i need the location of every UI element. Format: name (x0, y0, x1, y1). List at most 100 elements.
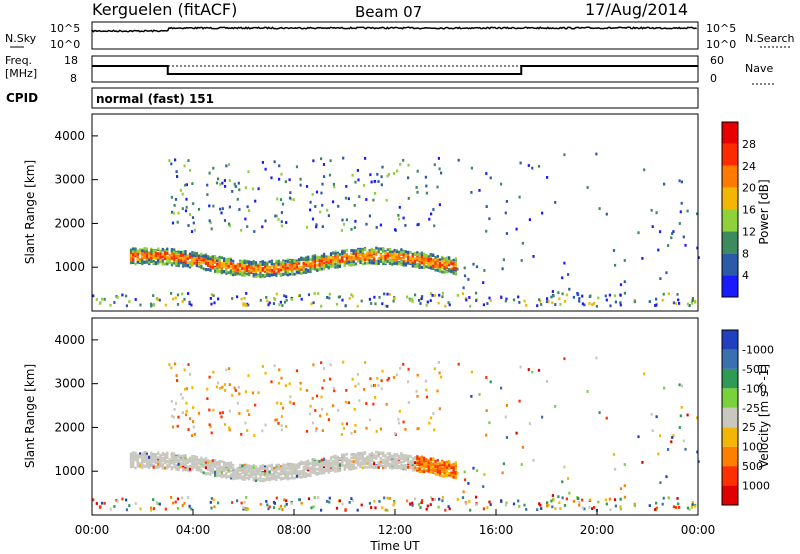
colorbar-tick-label: 4 (742, 269, 749, 282)
power-cell (293, 262, 296, 266)
power-cell (264, 273, 267, 277)
power-cell (223, 219, 227, 222)
power-cell (181, 292, 184, 296)
power-cell (445, 264, 448, 268)
velocity-cell (427, 463, 430, 466)
power-cell (450, 267, 453, 271)
velocity-cell (379, 451, 382, 455)
power-cell (189, 263, 192, 267)
velocity-cell (327, 460, 330, 464)
power-cell (305, 185, 309, 188)
power-cell (282, 273, 285, 277)
velocity-cell (214, 462, 217, 466)
velocity-cell (275, 469, 278, 472)
velocity-cell (416, 427, 419, 431)
power-cell (141, 255, 144, 259)
power-cell (174, 296, 177, 300)
velocity-cell (323, 462, 326, 465)
power-cell (427, 259, 430, 262)
power-cell (309, 270, 312, 274)
velocity-cell (239, 467, 242, 471)
velocity-cell (680, 384, 683, 388)
velocity-cell (286, 475, 289, 478)
power-cell (270, 176, 273, 180)
velocity-cell (192, 425, 195, 429)
power-cell (284, 265, 287, 268)
power-cell (359, 247, 362, 251)
power-cell (551, 301, 554, 305)
power-cell (229, 265, 233, 269)
power-cell (485, 172, 488, 175)
power-cell (413, 262, 417, 266)
power-cell (334, 250, 337, 254)
power-cell (157, 247, 160, 251)
power-cell (132, 247, 135, 251)
velocity-cell (697, 460, 700, 463)
power-cell (243, 274, 246, 277)
power-cell (250, 268, 253, 272)
power-cell (407, 251, 410, 255)
power-cell (665, 271, 668, 275)
velocity-cell (204, 458, 208, 462)
power-cell (436, 185, 439, 189)
power-cell (326, 296, 329, 299)
power-cell (283, 294, 286, 298)
power-cell (161, 259, 164, 262)
velocity-cell (537, 368, 541, 372)
power-cell (332, 264, 335, 268)
power-cell (690, 301, 693, 305)
power-cell (278, 177, 281, 181)
velocity-cell (293, 463, 296, 467)
power-cell (392, 299, 395, 303)
velocity-cell (243, 463, 246, 467)
power-cell (505, 200, 508, 203)
velocity-cell (445, 466, 448, 470)
velocity-cell (425, 395, 428, 399)
power-cell (441, 259, 444, 263)
velocity-cell (320, 463, 323, 467)
velocity-cell (483, 473, 486, 476)
power-cell (373, 258, 376, 261)
power-cell (209, 255, 212, 259)
velocity-cell (157, 458, 160, 462)
velocity-cell (259, 476, 262, 480)
power-cell (190, 230, 194, 233)
velocity-cell (418, 467, 421, 471)
power-cell (354, 252, 358, 256)
velocity-cell (377, 461, 380, 464)
velocity-cell (141, 459, 144, 463)
freq-panel: Freq. [MHz] 18 8 60 0 Nave (5, 54, 774, 85)
power-cell (275, 265, 278, 268)
colorbar-tick-label: 25 (742, 421, 756, 434)
power-cell (184, 183, 187, 187)
power-cell (377, 259, 380, 263)
velocity-cell (667, 448, 670, 451)
power-cell (563, 261, 566, 265)
power-cell (179, 261, 183, 264)
velocity-cell (245, 476, 248, 480)
power-cell (557, 291, 560, 295)
power-cell (229, 258, 233, 262)
velocity-cell (334, 458, 337, 461)
velocity-cell (240, 501, 243, 505)
power-cell (161, 247, 164, 251)
velocity-cell (452, 472, 455, 476)
power-cell (313, 254, 317, 258)
velocity-cell (248, 468, 251, 472)
velocity-cell (370, 463, 373, 467)
velocity-cell (613, 498, 617, 502)
power-cell (388, 254, 392, 258)
power-cell (448, 303, 451, 307)
power-cell (388, 262, 392, 265)
velocity-cell (129, 458, 133, 462)
velocity-cell (218, 463, 221, 467)
power-cell (139, 303, 142, 307)
power-cell (291, 271, 294, 275)
velocity-cell (232, 467, 235, 471)
power-cell (429, 262, 432, 266)
y-tick-label: 3000 (54, 377, 85, 391)
velocity-cell (354, 461, 358, 465)
power-cell (384, 257, 387, 261)
power-cell (418, 265, 421, 269)
velocity-cell (216, 472, 219, 476)
